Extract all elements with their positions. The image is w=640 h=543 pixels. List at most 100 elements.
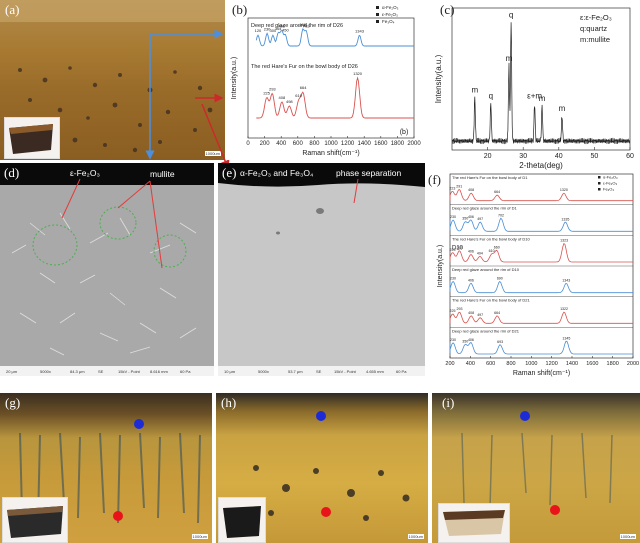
peak-label: 406 bbox=[468, 215, 474, 219]
x-tick-label: 200 bbox=[260, 141, 271, 147]
peak-label: 350 bbox=[462, 339, 468, 343]
x-tick-label: 1600 bbox=[374, 141, 388, 147]
x-tick-label: 1600 bbox=[586, 361, 598, 367]
x-tick-label: 30 bbox=[519, 153, 527, 160]
peak-label: 364 bbox=[275, 26, 282, 31]
y-axis-label: Intensity(a.u.) bbox=[437, 245, 444, 287]
panel-e-label: (e) bbox=[222, 165, 237, 180]
legend-marker bbox=[376, 20, 379, 23]
x-tick-label: 600 bbox=[486, 361, 495, 367]
x-tick-label: 1800 bbox=[607, 361, 619, 367]
panel-i-bowl-thumbnail bbox=[438, 503, 510, 543]
peak-label: 120 bbox=[255, 28, 262, 33]
legend-entry: α-Fe₂O₃ bbox=[603, 175, 618, 180]
peak-label: 660 bbox=[494, 245, 500, 249]
red-marker-dot bbox=[321, 507, 331, 517]
panel-d-texture bbox=[0, 163, 214, 356]
panel-a-label: (a) bbox=[5, 2, 20, 17]
x-tick-label: 1400 bbox=[358, 141, 372, 147]
peak-label: 406 bbox=[468, 250, 474, 254]
highlight-circle bbox=[153, 234, 187, 268]
panel-h-micrograph: (h) 1000um bbox=[216, 393, 428, 543]
spectrum-line bbox=[449, 311, 633, 324]
panel-d-label: (d) bbox=[4, 165, 20, 180]
red-marker-dot bbox=[550, 505, 560, 515]
peak-label: 497 bbox=[477, 313, 483, 317]
highlight-circle bbox=[32, 224, 78, 266]
panel-e-phase-label: α-Fe₂O₃ and Fe₃O₄ bbox=[240, 168, 314, 178]
x-tick-label: 800 bbox=[506, 361, 515, 367]
peak-label: 225 bbox=[450, 248, 456, 252]
panel-g-label: (g) bbox=[5, 395, 21, 410]
peak-label: 225 bbox=[263, 90, 270, 95]
panel-c-xrd-chart: (c) 20 30 40 50 60 2-theta(deg) Intensity(a.u.… bbox=[430, 0, 640, 170]
panel-h-scale-bar: 1000um bbox=[407, 534, 424, 539]
legend-entry: α-Fe₂O₃ bbox=[382, 5, 399, 10]
panel-b-plot: 0 200 400 600 800 1000 1200 1400 1600 1800 2000 Ram… bbox=[231, 5, 421, 157]
panel-f-raman-chart: (f) 200 400 600 800 1000 1200 1400 1600 1800 2000… bbox=[428, 170, 640, 380]
peak-label: 660 bbox=[299, 22, 306, 27]
peak-label: 230 bbox=[264, 26, 271, 31]
x-tick-label: 50 bbox=[591, 153, 599, 160]
x-tick-label: 400 bbox=[466, 361, 475, 367]
panel-i-scale-bar: 1000um bbox=[619, 534, 636, 539]
panel-a-micrograph: (a) 1000um bbox=[0, 0, 225, 160]
panel-c-plot: 20 30 40 50 60 2-theta(deg) Intensity(a.u.) m q m… bbox=[434, 7, 634, 170]
legend-marker bbox=[376, 6, 379, 9]
pointer-line bbox=[61, 178, 81, 219]
series-tag: D10 bbox=[452, 245, 464, 251]
panel-g-micrograph: (g) 1000um bbox=[0, 393, 212, 543]
spectrum-line bbox=[449, 242, 633, 263]
panel-h-texture bbox=[253, 465, 410, 521]
spectrum-line bbox=[449, 188, 633, 202]
x-axis-label: 2-theta(deg) bbox=[519, 161, 563, 170]
x-tick-label: 1400 bbox=[566, 361, 578, 367]
blue-marker-dot bbox=[134, 419, 144, 429]
bowl-shard-icon bbox=[7, 506, 63, 538]
panel-e-texture bbox=[218, 163, 425, 235]
panel-f-label: (f) bbox=[428, 172, 441, 187]
pointer-line bbox=[117, 180, 151, 209]
legend-entry: ε:ε-Fe₂O₃ bbox=[580, 13, 612, 22]
peak-label: 408 bbox=[279, 95, 286, 100]
peak-label: 293 bbox=[269, 87, 276, 92]
peak-label: 1345 bbox=[562, 336, 570, 340]
panel-g-bowl-thumbnail bbox=[2, 497, 68, 543]
peak-label: 1320 bbox=[560, 188, 568, 192]
spectrum-line bbox=[449, 280, 633, 294]
legend-marker bbox=[598, 188, 601, 191]
panel-d-sem-image: (d) ε-Fe₂O₃ mullite 20 μm 5000x 84.3 μm … bbox=[0, 163, 214, 376]
x-tick-label: 60 bbox=[626, 153, 634, 160]
panel-a-scale-bar: 1000um bbox=[204, 151, 221, 156]
xrd-pattern-line bbox=[451, 22, 630, 145]
panel-i-texture bbox=[461, 432, 613, 509]
peak-label: 225 bbox=[450, 309, 456, 313]
peak-label: 406 bbox=[278, 24, 285, 29]
pointer-line bbox=[149, 180, 163, 269]
peak-label: 1323 bbox=[560, 239, 568, 243]
series-name-label: The red Hare's Fur on the bowl body of D… bbox=[251, 64, 358, 70]
spectrum-line bbox=[256, 76, 414, 119]
bowl-shard-icon bbox=[443, 510, 505, 536]
legend-entry: Fe₃O₄ bbox=[382, 19, 395, 24]
x-tick-label: 1200 bbox=[546, 361, 558, 367]
peak-label: 494 bbox=[477, 251, 483, 255]
peak-label: 1335 bbox=[561, 217, 569, 221]
peak-label: 1343 bbox=[355, 28, 365, 33]
panel-b-label: (b) bbox=[232, 2, 248, 17]
panel-d-mullite-label: mullite bbox=[150, 169, 175, 179]
peak-label: 293 bbox=[456, 307, 462, 311]
y-axis-label: Intensity(a.u.) bbox=[434, 54, 443, 103]
peak-label: 406 bbox=[468, 278, 474, 282]
plot-frame bbox=[451, 7, 631, 151]
peak-label: q bbox=[489, 92, 493, 101]
series-name-label: Deep red glaze around the rim of D26 bbox=[251, 23, 343, 29]
spectrum-line bbox=[449, 340, 633, 355]
panel-a-texture bbox=[0, 0, 225, 153]
legend-entry: ε-Fe₂O₃ bbox=[603, 181, 617, 186]
series-name-label: Deep red glaze around the rim of D10 bbox=[452, 267, 520, 272]
peak-label: 702 bbox=[498, 213, 504, 217]
x-tick-label: 2000 bbox=[407, 141, 421, 147]
peak-label: m bbox=[539, 94, 546, 103]
panel-c-label: (c) bbox=[440, 2, 455, 17]
